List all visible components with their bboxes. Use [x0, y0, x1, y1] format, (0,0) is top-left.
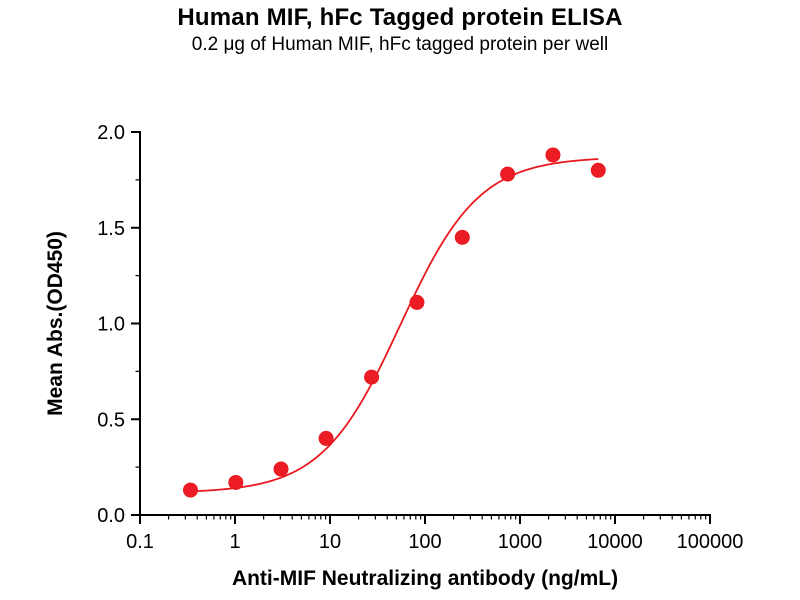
x-tick-label: 0.1 [126, 531, 154, 553]
x-tick-label: 10 [319, 531, 341, 553]
data-point [273, 461, 289, 477]
x-axis-title: Anti-MIF Neutralizing antibody (ng/mL) [232, 567, 618, 590]
data-point [182, 482, 198, 498]
data-point [590, 162, 606, 178]
data-point [318, 430, 334, 446]
x-tick-label: 1 [229, 531, 240, 553]
data-point [364, 369, 380, 385]
x-tick-label: 100000 [677, 531, 744, 553]
data-point [545, 147, 561, 163]
chart-title: Human MIF, hFc Tagged protein ELISA [177, 4, 623, 31]
y-tick-label: 0.5 [97, 409, 125, 431]
y-tick-label: 1.0 [97, 314, 125, 336]
y-tick-label: 0.0 [97, 505, 125, 527]
chart-subtitle: 0.2 μg of Human MIF, hFc tagged protein … [191, 34, 609, 55]
data-point [228, 474, 244, 490]
x-tick-label: 100 [408, 531, 441, 553]
y-tick-label: 1.5 [97, 218, 125, 240]
axes [139, 131, 711, 516]
data-point [500, 166, 516, 182]
data-point [454, 229, 470, 245]
x-tick-label: 10000 [587, 531, 643, 553]
x-tick-label: 1000 [498, 531, 543, 553]
data-point [409, 294, 425, 310]
y-tick-label: 2.0 [97, 122, 125, 144]
fit-curve [190, 158, 599, 493]
y-axis-title: Mean Abs.(OD450) [44, 231, 67, 416]
